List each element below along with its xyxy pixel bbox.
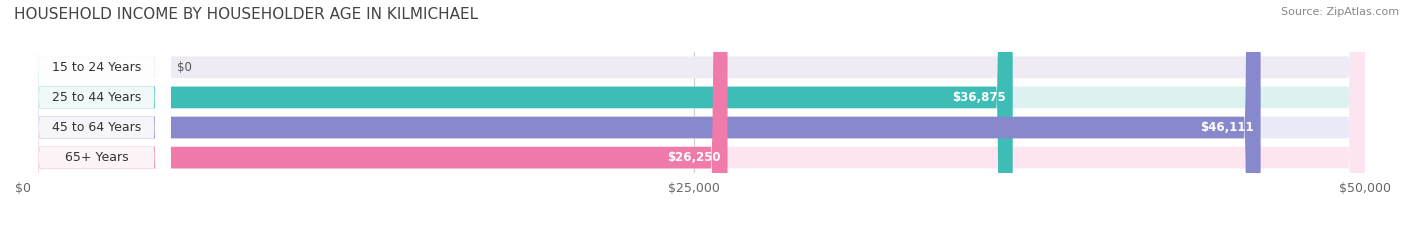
Text: $46,111: $46,111 (1201, 121, 1254, 134)
FancyBboxPatch shape (22, 0, 170, 233)
FancyBboxPatch shape (22, 0, 1365, 233)
FancyBboxPatch shape (22, 0, 1365, 233)
Text: 65+ Years: 65+ Years (65, 151, 128, 164)
FancyBboxPatch shape (22, 0, 170, 233)
FancyBboxPatch shape (22, 0, 1365, 233)
FancyBboxPatch shape (22, 0, 1012, 233)
FancyBboxPatch shape (22, 0, 727, 233)
FancyBboxPatch shape (22, 0, 170, 233)
Text: Source: ZipAtlas.com: Source: ZipAtlas.com (1281, 7, 1399, 17)
Text: 15 to 24 Years: 15 to 24 Years (52, 61, 142, 74)
Text: HOUSEHOLD INCOME BY HOUSEHOLDER AGE IN KILMICHAEL: HOUSEHOLD INCOME BY HOUSEHOLDER AGE IN K… (14, 7, 478, 22)
FancyBboxPatch shape (22, 0, 1261, 233)
Text: $0: $0 (177, 61, 193, 74)
FancyBboxPatch shape (22, 0, 170, 233)
Text: $36,875: $36,875 (952, 91, 1007, 104)
Text: 25 to 44 Years: 25 to 44 Years (52, 91, 142, 104)
FancyBboxPatch shape (22, 0, 1365, 233)
Text: $26,250: $26,250 (668, 151, 721, 164)
Text: 45 to 64 Years: 45 to 64 Years (52, 121, 142, 134)
